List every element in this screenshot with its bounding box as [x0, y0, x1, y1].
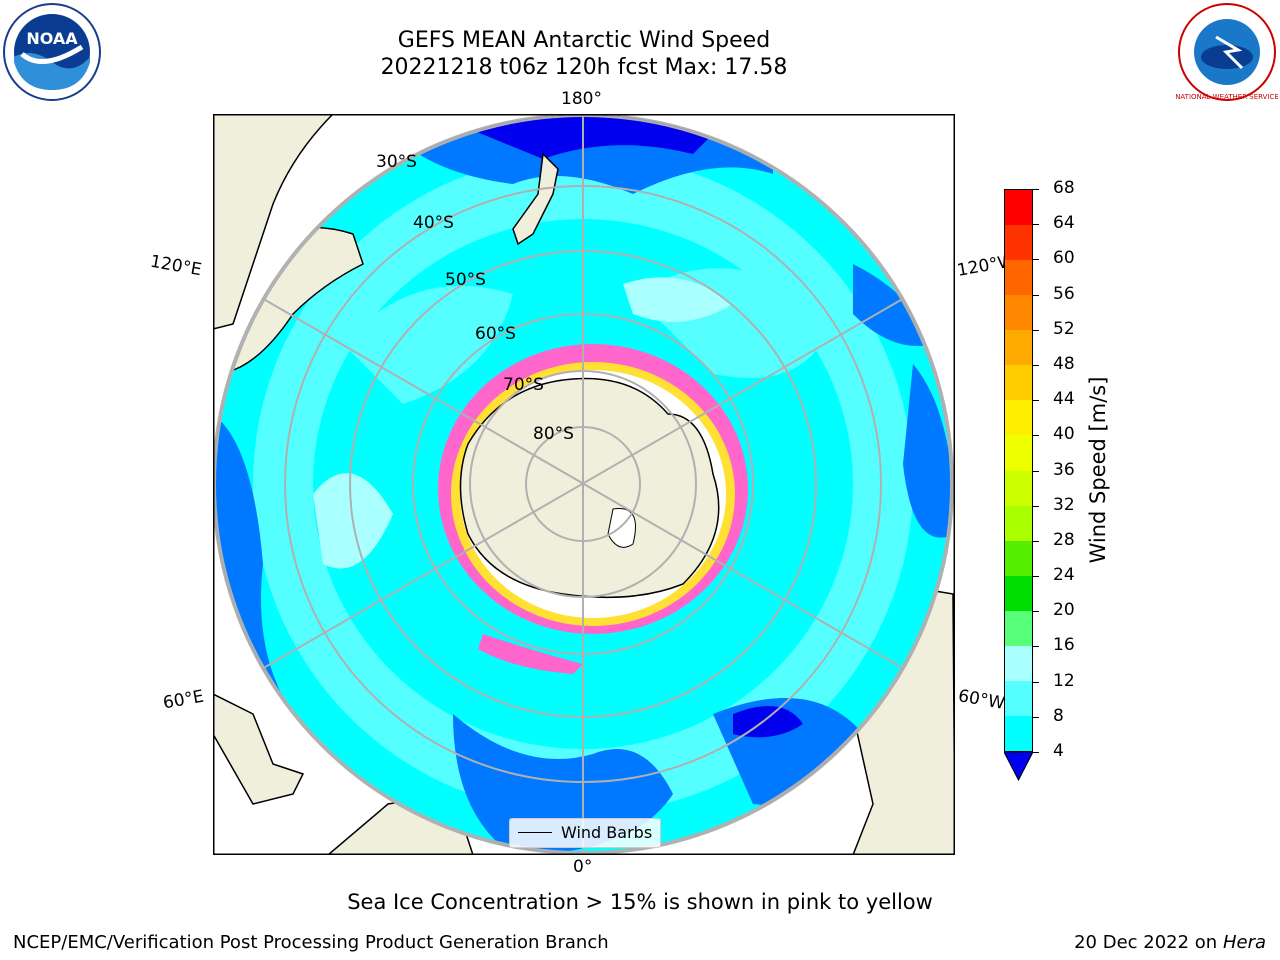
- colorbar-segment: [1005, 190, 1032, 226]
- colorbar-tick-label: 68: [1053, 178, 1075, 198]
- map-legend: Wind Barbs: [509, 818, 661, 848]
- lat-label-30s: 30°S: [376, 152, 417, 172]
- colorbar-tick-label: 32: [1053, 494, 1075, 515]
- lat-label-80s: 80°S: [533, 424, 574, 444]
- nws-logo: NATIONAL WEATHER SERVICE: [1175, 2, 1279, 102]
- footer-date: 20 Dec 2022 on Hera: [1074, 932, 1266, 953]
- colorbar-tick-mark: [1033, 752, 1039, 753]
- colorbar-segment: [1005, 225, 1032, 261]
- colorbar-segment: [1005, 575, 1032, 611]
- footer-branch: NCEP/EMC/Verification Post Processing Pr…: [13, 932, 609, 953]
- lat-label-40s: 40°S: [413, 213, 454, 233]
- sea-ice-caption: Sea Ice Concentration > 15% is shown in …: [347, 890, 933, 914]
- colorbar-tick-mark: [1033, 364, 1039, 366]
- colorbar-segment: [1005, 330, 1032, 366]
- colorbar-tick-label: 24: [1053, 565, 1075, 586]
- colorbar-extend-arrow: [1003, 751, 1034, 782]
- lon-label-60e: 60°E: [161, 686, 206, 714]
- noaa-logo: NOAA: [2, 2, 102, 102]
- colorbar-segment: [1005, 505, 1032, 541]
- lat-label-50s: 50°S: [445, 270, 486, 290]
- colorbar-tick-label: 12: [1053, 670, 1075, 691]
- colorbar-tick-label: 52: [1053, 318, 1075, 339]
- colorbar-tick-label: 56: [1053, 283, 1075, 304]
- colorbar-tick-label: 44: [1053, 389, 1075, 410]
- colorbar-tick-label: 16: [1053, 635, 1075, 656]
- lat-label-60s: 60°S: [475, 324, 516, 344]
- map-frame: [213, 114, 955, 855]
- colorbar-tick-mark: [1033, 470, 1039, 472]
- colorbar-segment: [1005, 260, 1032, 296]
- title-line-2: 20221218 t06z 120h fcst Max: 17.58: [380, 55, 788, 80]
- colorbar-tick-label: 64: [1053, 213, 1075, 234]
- map-panel: [212, 113, 955, 855]
- colorbar-tick-label: 36: [1053, 459, 1075, 480]
- colorbar-segment: [1005, 680, 1032, 716]
- legend-label: Wind Barbs: [561, 823, 653, 842]
- lon-label-180: 180°: [561, 89, 602, 109]
- colorbar-tick-mark: [1033, 611, 1039, 613]
- map-svg: [212, 113, 955, 855]
- colorbar-tick-label: 60: [1053, 248, 1075, 269]
- colorbar-tick-mark: [1033, 294, 1039, 296]
- colorbar-tick-mark: [1033, 540, 1039, 542]
- colorbar-segment: [1005, 435, 1032, 471]
- legend-line-swatch: [518, 832, 552, 833]
- colorbar-segment: [1005, 295, 1032, 331]
- colorbar-tick-mark: [1033, 646, 1039, 648]
- lon-label-0: 0°: [573, 857, 593, 877]
- footer-host: Hera: [1222, 932, 1266, 953]
- nws-logo-text: NATIONAL WEATHER SERVICE: [1176, 93, 1278, 101]
- footer-date-text: 20 Dec 2022 on: [1074, 932, 1218, 953]
- colorbar-tick-label: 28: [1053, 529, 1075, 550]
- colorbar-segment: [1005, 540, 1032, 576]
- colorbar-segment: [1005, 610, 1032, 646]
- colorbar-segment: [1005, 645, 1032, 681]
- colorbar-tick-mark: [1033, 716, 1039, 718]
- colorbar-tick-mark: [1033, 329, 1039, 331]
- noaa-logo-text: NOAA: [26, 29, 78, 48]
- colorbar-tick-mark: [1033, 505, 1039, 507]
- colorbar-tick-label: 20: [1053, 600, 1075, 621]
- colorbar-tick-mark: [1033, 400, 1039, 402]
- colorbar-tick-label: 4: [1053, 741, 1064, 761]
- colorbar-tick-label: 8: [1053, 705, 1064, 726]
- colorbar-label: Wind Speed [m/s]: [1086, 376, 1110, 564]
- colorbar-tick-mark: [1033, 435, 1039, 437]
- colorbar-tick-mark: [1033, 259, 1039, 261]
- lon-label-60w: 60°W: [956, 686, 1007, 714]
- title-line-1: GEFS MEAN Antarctic Wind Speed: [397, 28, 771, 53]
- colorbar-segment: [1005, 365, 1032, 401]
- graticule: [213, 114, 953, 854]
- colorbar-tick-label: 48: [1053, 353, 1075, 374]
- ocean-field: [213, 114, 953, 854]
- colorbar-tick-mark: [1033, 576, 1039, 578]
- colorbar: [1004, 189, 1033, 752]
- lon-label-120e: 120°E: [148, 251, 204, 281]
- colorbar-segment: [1005, 470, 1032, 506]
- colorbar-tick-mark: [1033, 189, 1039, 190]
- colorbar-tick-label: 40: [1053, 424, 1075, 445]
- colorbar-segment: [1005, 715, 1032, 751]
- colorbar-tick-mark: [1033, 681, 1039, 683]
- colorbar-tick-mark: [1033, 224, 1039, 226]
- colorbar-segment: [1005, 400, 1032, 436]
- lat-label-70s: 70°S: [503, 375, 544, 395]
